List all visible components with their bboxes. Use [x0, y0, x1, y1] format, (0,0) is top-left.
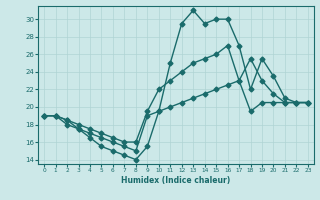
- X-axis label: Humidex (Indice chaleur): Humidex (Indice chaleur): [121, 176, 231, 185]
